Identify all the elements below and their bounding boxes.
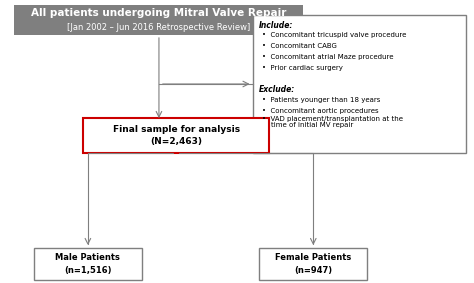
FancyBboxPatch shape: [14, 5, 303, 35]
Text: •  Concomitant atrial Maze procedure: • Concomitant atrial Maze procedure: [262, 54, 394, 60]
FancyBboxPatch shape: [83, 118, 269, 153]
Text: [Jan 2002 – Jun 2016 Retrospective Review]: [Jan 2002 – Jun 2016 Retrospective Revie…: [67, 23, 251, 33]
Text: •  VAD placement/transplantation at the
    time of initial MV repair: • VAD placement/transplantation at the t…: [262, 115, 403, 128]
Text: •  Concomitant tricuspid valve procedure: • Concomitant tricuspid valve procedure: [262, 32, 407, 38]
FancyBboxPatch shape: [34, 248, 142, 280]
Text: •  Patients younger than 18 years: • Patients younger than 18 years: [262, 97, 381, 103]
Text: (n=1,516): (n=1,516): [64, 265, 112, 275]
Text: (N=2,463): (N=2,463): [150, 137, 202, 146]
FancyBboxPatch shape: [259, 248, 367, 280]
Text: Male Patients: Male Patients: [55, 254, 120, 263]
Text: •  Prior cardiac surgery: • Prior cardiac surgery: [262, 65, 343, 71]
Text: Exclude:: Exclude:: [258, 85, 295, 95]
Text: (n=947): (n=947): [294, 265, 332, 275]
FancyBboxPatch shape: [253, 15, 466, 153]
Text: Female Patients: Female Patients: [275, 254, 351, 263]
Text: Include:: Include:: [258, 20, 293, 29]
Text: All patients undergoing Mitral Valve Repair: All patients undergoing Mitral Valve Rep…: [31, 8, 287, 18]
Text: •  Concomitant CABG: • Concomitant CABG: [262, 43, 337, 49]
Text: Final sample for analysis: Final sample for analysis: [112, 125, 240, 134]
Text: •  Concomitant aortic procedures: • Concomitant aortic procedures: [262, 108, 379, 114]
